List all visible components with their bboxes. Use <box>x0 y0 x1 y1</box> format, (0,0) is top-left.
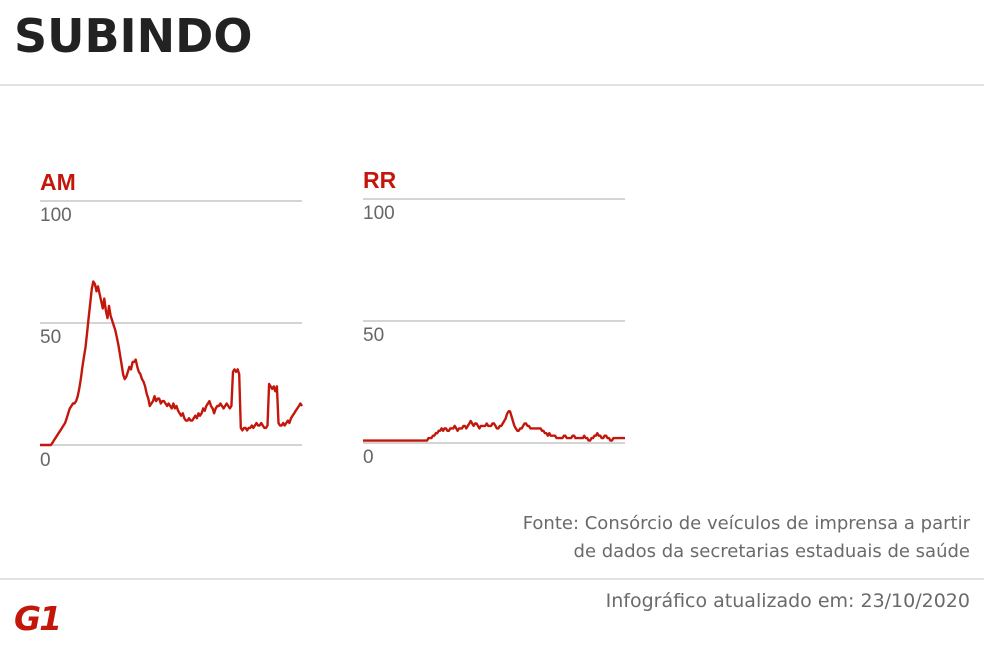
updated-date: Infográfico atualizado em: 23/10/2020 <box>605 590 970 612</box>
source-line-2: de dados da secretarias estaduais de saú… <box>573 541 970 562</box>
g1-logo: G1 <box>14 599 62 638</box>
panel-rr: RR 100 50 0 <box>363 167 625 468</box>
series-line-rr <box>363 410 625 442</box>
panel-title-rr: RR <box>363 167 397 193</box>
source-line-1: Fonte: Consórcio de veículos de imprensa… <box>522 513 970 534</box>
y-tick-label: 50 <box>363 325 384 346</box>
panel-title-am: AM <box>40 169 76 195</box>
series-line-am <box>40 280 304 447</box>
source-note: Fonte: Consórcio de veículos de imprensa… <box>410 510 970 566</box>
y-tick-label: 0 <box>40 450 51 471</box>
logo-text: G1 <box>14 599 62 638</box>
y-tick-label: 100 <box>363 203 395 224</box>
y-tick-label: 50 <box>40 327 61 348</box>
panel-am: AM 100 50 0 <box>40 169 304 471</box>
bottom-divider <box>0 578 984 580</box>
top-divider <box>0 84 984 86</box>
y-tick-label: 0 <box>363 447 374 468</box>
chart-title: SUBINDO <box>14 9 253 63</box>
y-tick-label: 100 <box>40 205 72 226</box>
